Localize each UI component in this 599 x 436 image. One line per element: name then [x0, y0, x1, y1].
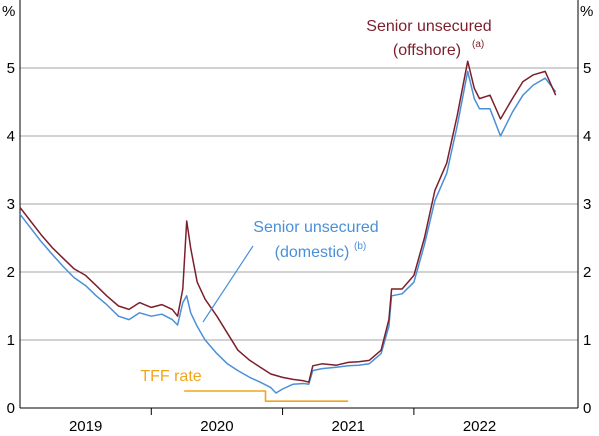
domestic-label-note: (b) [354, 241, 366, 252]
annotation-domestic: Senior unsecured (domestic) (b) [202, 219, 379, 323]
offshore-label-line2: (offshore) [393, 42, 461, 59]
gridlines [19, 0, 579, 409]
y-tick-left-1: 1 [7, 332, 15, 349]
y-tick-left-0: 0 [7, 400, 15, 417]
x-label-2021: 2021 [332, 418, 365, 435]
y-tick-right-4: 4 [583, 128, 591, 145]
y-tick-left-2: 2 [7, 264, 15, 281]
x-label-2020: 2020 [200, 418, 233, 435]
annotation-tff: TFF rate [140, 368, 201, 385]
y-tick-left-5: 5 [7, 60, 15, 77]
domestic-label-line2: (domestic) [275, 244, 350, 261]
series-line-tff [184, 390, 349, 403]
y-unit-left: % [2, 3, 15, 20]
y-tick-left-3: 3 [7, 196, 15, 213]
series-line-offshore [19, 60, 557, 383]
y-unit-right: % [580, 3, 593, 20]
y-axis-right: 0 1 2 3 4 5 [583, 60, 591, 417]
y-tick-right-0: 0 [583, 400, 591, 417]
y-tick-right-1: 1 [583, 332, 591, 349]
series-line-domestic [19, 70, 557, 394]
y-tick-left-4: 4 [7, 128, 15, 145]
y-tick-right-3: 3 [583, 196, 591, 213]
y-axis-left: 0 1 2 3 4 5 [7, 60, 15, 417]
x-label-2022: 2022 [463, 418, 496, 435]
x-label-2019: 2019 [69, 418, 102, 435]
offshore-label-note: (a) [472, 39, 484, 50]
offshore-label-line1: Senior unsecured [366, 18, 491, 35]
series-layer [19, 60, 557, 403]
annotation-offshore: Senior unsecured (offshore) (a) [366, 18, 491, 59]
x-axis: 2019 2020 2021 2022 [69, 408, 496, 435]
y-tick-right-2: 2 [583, 264, 591, 281]
domestic-label-line1: Senior unsecured [253, 219, 378, 236]
tff-label: TFF rate [140, 368, 201, 385]
y-tick-right-5: 5 [583, 60, 591, 77]
domestic-pointer-line [202, 245, 254, 323]
